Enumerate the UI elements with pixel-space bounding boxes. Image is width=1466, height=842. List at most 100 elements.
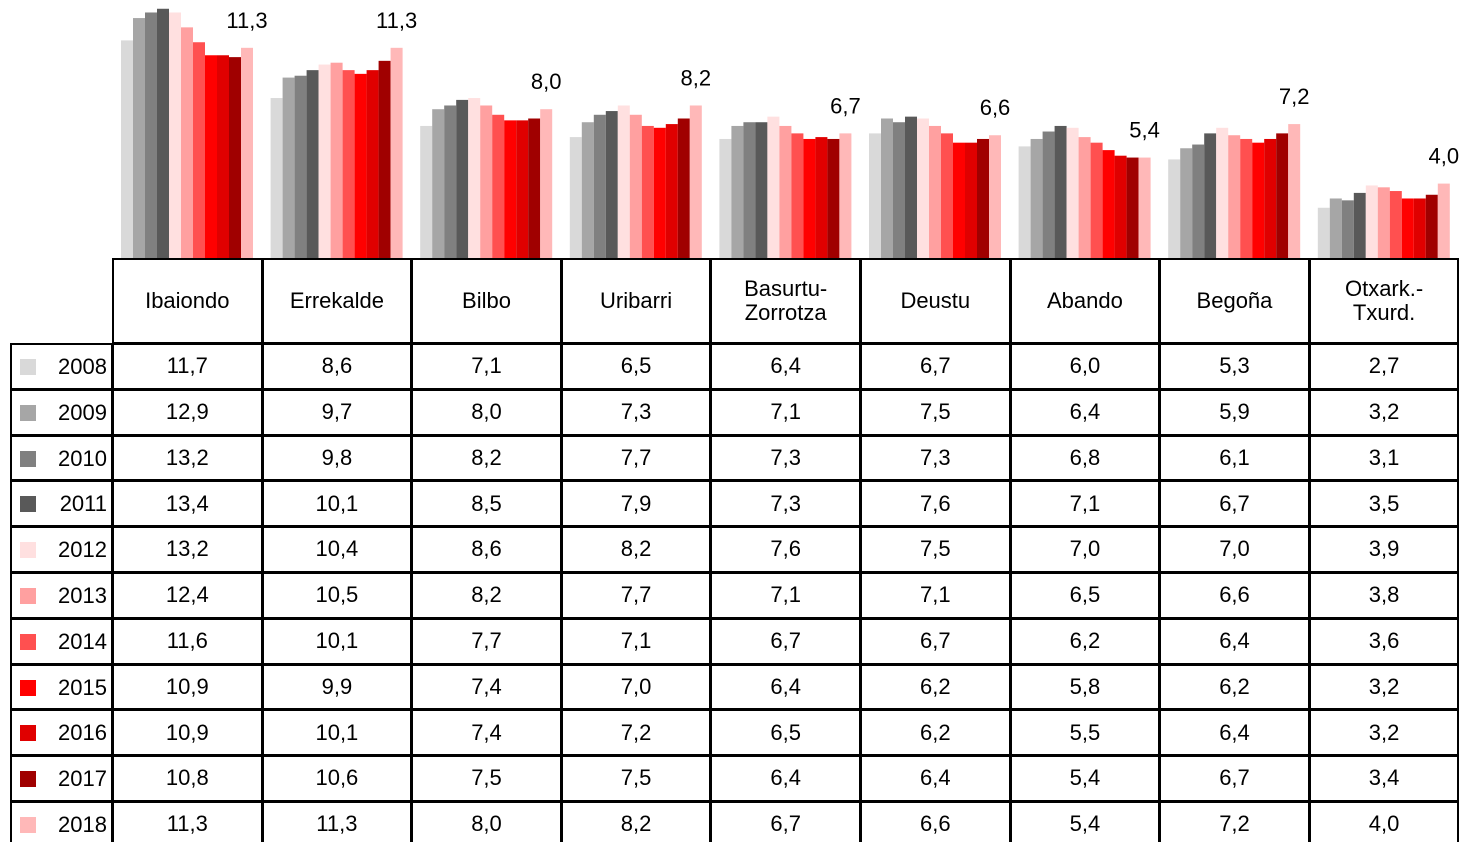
table-cell: 9,9: [261, 663, 413, 711]
table-cell: 3,4: [1308, 755, 1460, 802]
table-cell: 5,3: [1159, 343, 1310, 390]
bar: [1168, 159, 1181, 258]
bar: [294, 75, 307, 258]
table-cell: 9,7: [261, 388, 413, 436]
bar: [1180, 148, 1193, 258]
table-cell: 8,0: [411, 801, 562, 842]
table-cell: 6,7: [860, 343, 1011, 390]
bar: [1425, 194, 1438, 258]
table-cell: 7,1: [1009, 480, 1161, 528]
table-cell: 7,7: [560, 572, 712, 619]
bar: [1264, 138, 1277, 258]
bar: [1329, 198, 1342, 258]
table-cell: 7,0: [1159, 526, 1310, 573]
bar: [881, 118, 893, 258]
legend-swatch: [20, 771, 36, 788]
bar: [516, 120, 529, 258]
bar: [157, 8, 169, 259]
bar: [569, 137, 582, 258]
bar: [306, 70, 319, 258]
category-header: Uribarri: [560, 258, 712, 344]
legend-cell: 2016: [10, 709, 113, 757]
table-cell: 6,1: [1159, 434, 1310, 482]
category-header: Bilbo: [411, 258, 562, 344]
bar: [318, 64, 331, 258]
bar: [366, 70, 379, 258]
table-cell: 10,9: [112, 709, 263, 757]
bar: [665, 124, 678, 258]
table-cell: 10,6: [261, 755, 413, 802]
data-label: 6,7: [830, 93, 861, 118]
table-cell: 8,5: [411, 480, 562, 528]
legend-cell: 2013: [10, 572, 113, 619]
bar: [1228, 135, 1241, 258]
legend-swatch: [20, 588, 36, 604]
table-cell: 13,4: [112, 480, 263, 528]
table-cell: 6,7: [710, 801, 861, 842]
bar: [1066, 127, 1079, 258]
bar: [540, 109, 553, 258]
table-cell: 7,9: [560, 480, 712, 528]
table-cell: 6,7: [860, 617, 1011, 665]
table-cell: 8,2: [560, 801, 712, 842]
legend-label: 2008: [58, 354, 107, 379]
table-cell: 3,1: [1308, 434, 1460, 482]
category-header: Ibaiondo: [112, 258, 263, 344]
bar: [1078, 137, 1091, 258]
bar: [605, 111, 618, 258]
table-cell: 8,6: [261, 343, 413, 390]
bar: [941, 133, 953, 258]
legend-cell: 2008: [10, 343, 113, 390]
bar: [1401, 198, 1414, 258]
bar: [1018, 146, 1031, 258]
bar: [480, 105, 493, 258]
bar: [1042, 131, 1055, 258]
bar: [1102, 150, 1115, 258]
bar: [641, 125, 654, 258]
table-cell: 6,6: [1159, 572, 1310, 619]
table-cell: 6,2: [860, 709, 1011, 757]
legend-swatch: [20, 542, 36, 559]
bar: [1138, 157, 1151, 258]
table-cell: 5,9: [1159, 388, 1310, 436]
bar: [1192, 144, 1205, 258]
table-cell: 7,1: [411, 343, 562, 390]
table-cell: 6,5: [1009, 572, 1161, 619]
bar: [839, 133, 852, 258]
bar: [965, 142, 977, 258]
data-label: 8,0: [531, 69, 562, 94]
table-cell: 6,4: [710, 755, 861, 802]
table-cell: 6,5: [560, 343, 712, 390]
data-label: 8,2: [681, 65, 712, 90]
table-cell: 9,8: [261, 434, 413, 482]
bar: [905, 116, 917, 258]
table-cell: 6,4: [1159, 617, 1310, 665]
table-cell: 6,0: [1009, 343, 1161, 390]
bar: [791, 133, 804, 258]
bar: [1317, 207, 1330, 258]
bar: [1090, 142, 1103, 258]
table-cell: 6,4: [710, 663, 861, 711]
legend-label: 2009: [58, 399, 107, 425]
table-cell: 5,4: [1009, 801, 1161, 842]
bar: [893, 122, 905, 258]
table-cell: 5,5: [1009, 709, 1161, 757]
table-cell: 6,6: [860, 801, 1011, 842]
bar: [1240, 138, 1253, 258]
bar: [444, 105, 457, 258]
legend-swatch: [20, 817, 36, 833]
legend-label: 2011: [59, 491, 107, 517]
table-cell: 2,7: [1308, 343, 1460, 390]
bar: [629, 114, 642, 258]
table-cell: 7,3: [860, 434, 1011, 482]
table-cell: 7,4: [411, 709, 562, 757]
bar: [1365, 185, 1378, 258]
legend-label: 2013: [58, 583, 107, 608]
bar: [1216, 127, 1229, 258]
table-cell: 7,5: [860, 388, 1011, 436]
table-cell: 13,2: [112, 434, 263, 482]
bar: [342, 70, 355, 258]
bar: [977, 138, 989, 258]
table-cell: 3,2: [1308, 663, 1460, 711]
table-cell: 7,7: [411, 617, 562, 665]
